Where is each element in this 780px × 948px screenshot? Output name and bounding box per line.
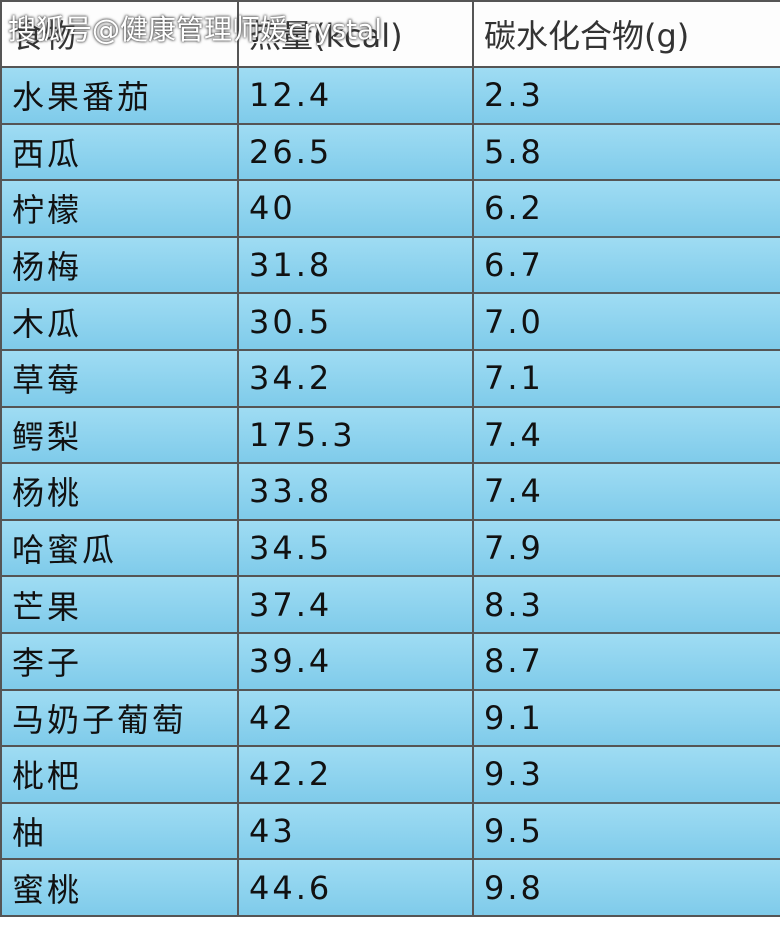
table-row: 枇杷 42.2 9.3 — [0, 745, 780, 804]
table-cell: 30.5 — [237, 292, 474, 351]
table-cell: 39.4 — [237, 631, 474, 691]
table-cell: 9.5 — [472, 801, 780, 861]
table-cell: 175.3 — [237, 405, 474, 465]
header-cell: 热量(kcal) — [237, 0, 474, 68]
table-cell: 37.4 — [237, 575, 474, 634]
table-row: 柚 43 9.5 — [0, 801, 780, 861]
table-row: 李子 39.4 8.7 — [0, 631, 780, 691]
header-cell: 食物 — [0, 0, 239, 68]
table-cell: 西瓜 — [0, 122, 239, 182]
table-row: 鳄梨 175.3 7.4 — [0, 405, 780, 465]
table-cell: 5.8 — [472, 122, 780, 182]
table-row: 草莓 34.2 7.1 — [0, 348, 780, 408]
table-row: 水果番茄 12.4 2.3 — [0, 66, 780, 125]
table-row: 蜜桃 44.6 9.8 — [0, 858, 780, 917]
table-cell: 枇杷 — [0, 745, 239, 804]
header-row: 食物 热量(kcal) 碳水化合物(g) — [0, 0, 780, 68]
table-row: 西瓜 26.5 5.8 — [0, 122, 780, 182]
table-row: 马奶子葡萄 42 9.1 — [0, 688, 780, 748]
table-row: 杨桃 33.8 7.4 — [0, 462, 780, 521]
table-cell: 鳄梨 — [0, 405, 239, 465]
table-cell: 7.4 — [472, 405, 780, 465]
table-cell: 7.4 — [472, 462, 780, 521]
table-cell: 8.3 — [472, 575, 780, 634]
table-row: 哈蜜瓜 34.5 7.9 — [0, 518, 780, 578]
table-row: 柠檬 40 6.2 — [0, 179, 780, 238]
table-cell: 6.7 — [472, 235, 780, 295]
table-cell: 柠檬 — [0, 179, 239, 238]
table-cell: 7.1 — [472, 348, 780, 408]
table-cell: 26.5 — [237, 122, 474, 182]
table-cell: 42 — [237, 688, 474, 748]
table-cell: 44.6 — [237, 858, 474, 917]
table-cell: 7.0 — [472, 292, 780, 351]
table-cell: 9.1 — [472, 688, 780, 748]
table-cell: 草莓 — [0, 348, 239, 408]
table-cell: 9.3 — [472, 745, 780, 804]
table-cell: 34.5 — [237, 518, 474, 578]
table-row: 木瓜 30.5 7.0 — [0, 292, 780, 351]
table-cell: 8.7 — [472, 631, 780, 691]
table-cell: 杨梅 — [0, 235, 239, 295]
table-cell: 2.3 — [472, 66, 780, 125]
table-cell: 31.8 — [237, 235, 474, 295]
table-cell: 水果番茄 — [0, 66, 239, 125]
table-cell: 40 — [237, 179, 474, 238]
table-cell: 12.4 — [237, 66, 474, 125]
table-cell: 杨桃 — [0, 462, 239, 521]
table-row: 芒果 37.4 8.3 — [0, 575, 780, 634]
table-cell: 马奶子葡萄 — [0, 688, 239, 748]
table-cell: 李子 — [0, 631, 239, 691]
table-row: 杨梅 31.8 6.7 — [0, 235, 780, 295]
table-cell: 42.2 — [237, 745, 474, 804]
table-cell: 蜜桃 — [0, 858, 239, 917]
table-cell: 6.2 — [472, 179, 780, 238]
table-cell: 哈蜜瓜 — [0, 518, 239, 578]
header-cell: 碳水化合物(g) — [472, 0, 780, 68]
watermark: 搜狐号@健康管理师媛crystal — [8, 13, 382, 46]
table-cell: 33.8 — [237, 462, 474, 521]
table-cell: 芒果 — [0, 575, 239, 634]
table-cell: 7.9 — [472, 518, 780, 578]
table-cell: 柚 — [0, 801, 239, 861]
table-cell: 木瓜 — [0, 292, 239, 351]
nutrition-table: 食物 热量(kcal) 碳水化合物(g) 水果番茄 12.4 2.3 西瓜 26.5 5.8 柠檬… — [0, 0, 780, 917]
table-cell: 34.2 — [237, 348, 474, 408]
table-cell: 43 — [237, 801, 474, 861]
table-cell: 9.8 — [472, 858, 780, 917]
